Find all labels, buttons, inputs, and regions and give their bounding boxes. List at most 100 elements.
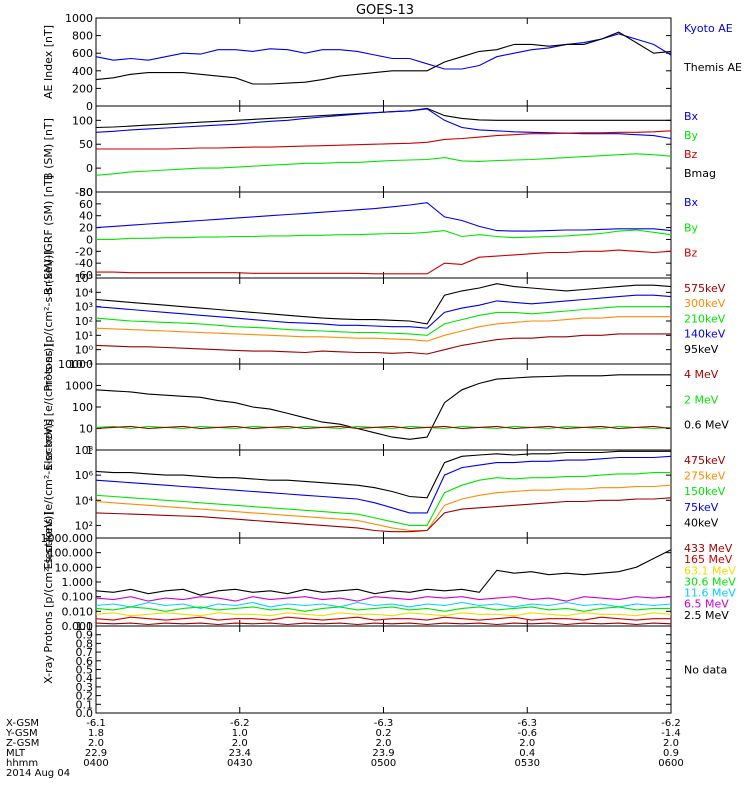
y-tick-label: 10⁶ (75, 469, 94, 482)
y-tick-label: 1000 (65, 380, 93, 393)
series-line-yellow (95, 612, 672, 617)
legend-entry: 4 MeV (684, 368, 719, 381)
time-axis-row-label: Y-GSM (5, 728, 38, 739)
series-line-green (95, 472, 671, 526)
series-line-black (95, 31, 672, 85)
y-tick-label: 0.100 (62, 591, 94, 604)
y-tick-label: 10.000 (55, 561, 94, 574)
series-line-blue (95, 33, 672, 70)
legend-entry: 75keV (684, 501, 719, 514)
y-tick-label: 1.000 (62, 576, 94, 589)
legend-entry: 11.6 MeV (684, 587, 736, 600)
panel-electrons_mag: 10² 10⁴ 10⁶ 10⁸ Electrons [e/(cm²-s-sr-keV)]… (42, 419, 726, 570)
time-axis-row-label: MLT (6, 748, 26, 759)
time-axis-value: 0500 (371, 758, 396, 769)
time-axis-value: 0430 (227, 758, 252, 769)
legend-entry: Bz (684, 148, 698, 161)
time-axis-row-label: X-GSM (6, 718, 39, 729)
series-line-orange (95, 316, 671, 342)
y-tick-label: -50 (75, 186, 93, 199)
panel-frame (95, 17, 672, 107)
y-tick-label: 10 (79, 423, 93, 436)
panel-ae: 0 200 400 600 800 1000 AE Index [nT] Kyoto AE Th… (42, 12, 742, 113)
y-tick-label: 10³ (75, 301, 93, 314)
series-line-magenta (95, 596, 672, 602)
y-tick-label: 0.5 (76, 664, 94, 677)
time-axis-value: 2.0 (663, 738, 679, 749)
series-line-blue (95, 202, 672, 232)
legend-entry: By (684, 129, 699, 142)
y-tick-label: 0.7 (76, 646, 94, 659)
y-tick-label: 80 (79, 186, 93, 199)
time-axis-value: -6.3 (517, 718, 537, 729)
series-line-black (95, 374, 671, 440)
y-tick-label: 50 (79, 138, 93, 151)
time-axis-value: -0.6 (517, 728, 537, 739)
series-line-green (95, 306, 671, 336)
y-tick-label: 100 (72, 114, 93, 127)
y-tick-label: 100 (72, 401, 93, 414)
y-tick-label: 200 (72, 82, 93, 95)
legend-entry: 95keV (684, 343, 719, 356)
y-axis-label: Electrons [e/(cm²-s-sr-keV)] (42, 419, 55, 570)
panel-frame (95, 449, 672, 539)
time-axis-value: 2.0 (88, 738, 104, 749)
time-axis-value: 1.8 (88, 728, 104, 739)
time-axis-row-label: hhmm (6, 758, 38, 769)
y-tick-label: 0.6 (76, 655, 94, 668)
y-tick-label: 0.001 (62, 620, 94, 633)
legend-entry: 575keV (684, 282, 726, 295)
y-tick-label: 10² (75, 315, 93, 328)
y-tick-label: 10⁰ (75, 344, 94, 357)
time-axis-value: 0.4 (519, 748, 535, 759)
panel-frame (95, 625, 672, 714)
y-tick-label: 600 (72, 47, 93, 60)
series-line-darkred (95, 333, 671, 355)
y-axis-label: Electrons [e/(cm²-s-sr)] (42, 343, 55, 470)
time-axis-value: -6.1 (86, 718, 106, 729)
y-tick-label: 10² (75, 519, 93, 532)
legend-entry: 0.6 MeV (684, 419, 729, 432)
y-tick-label: 10⁵ (75, 272, 93, 285)
time-axis-value: 2.0 (376, 738, 392, 749)
series-line-green (95, 153, 672, 176)
legend-entry: 63.1 MeV (684, 564, 736, 577)
y-tick-label: 0.3 (76, 681, 94, 694)
series-line-red (96, 249, 672, 275)
panel-b_sm: -50 0 50 100 B (SM) [nT] Bx By Bz Bmag (42, 105, 716, 199)
legend-entry: 475keV (684, 454, 726, 467)
legend-entry: Kyoto AE (684, 22, 733, 35)
y-tick-label: 400 (72, 65, 93, 78)
y-tick-label: 0.4 (76, 672, 94, 685)
y-tick-label: 10¹ (75, 329, 93, 342)
y-tick-label: 800 (72, 30, 93, 43)
legend-entry: By (684, 221, 699, 234)
legend-entry: Bmag (684, 167, 716, 180)
y-tick-label: 1 (86, 444, 93, 457)
time-axis-value: -6.2 (230, 718, 250, 729)
legend-entry: 2 MeV (684, 393, 719, 406)
legend-entry: 2.5 MeV (684, 609, 729, 622)
y-axis-label: B (SM) [nT] (42, 118, 55, 180)
series-line-black (95, 549, 672, 596)
y-tick-label: 100.000 (48, 547, 94, 560)
legend-entry: 6.5 MeV (684, 598, 729, 611)
series-line-cyan (95, 601, 672, 609)
y-tick-label: 1000 (65, 12, 93, 25)
legend-entry: 300keV (684, 297, 726, 310)
y-tick-label: 40 (79, 210, 93, 223)
series-line-blue (95, 294, 672, 329)
time-axis-value: 0400 (83, 758, 108, 769)
y-tick-label: 0 (86, 100, 93, 113)
legend-entry: 433 MeV (684, 542, 733, 555)
y-tick-label: 0.2 (76, 690, 94, 703)
y-tick-label: 0.010 (62, 605, 94, 618)
legend-entry: 275keV (684, 470, 726, 483)
panel-frame (95, 277, 672, 365)
panel-xray: 0.00.10.20.30.40.50.60.70.80.91.0 X-ray No… (42, 620, 727, 720)
series-line-blue (95, 455, 672, 514)
